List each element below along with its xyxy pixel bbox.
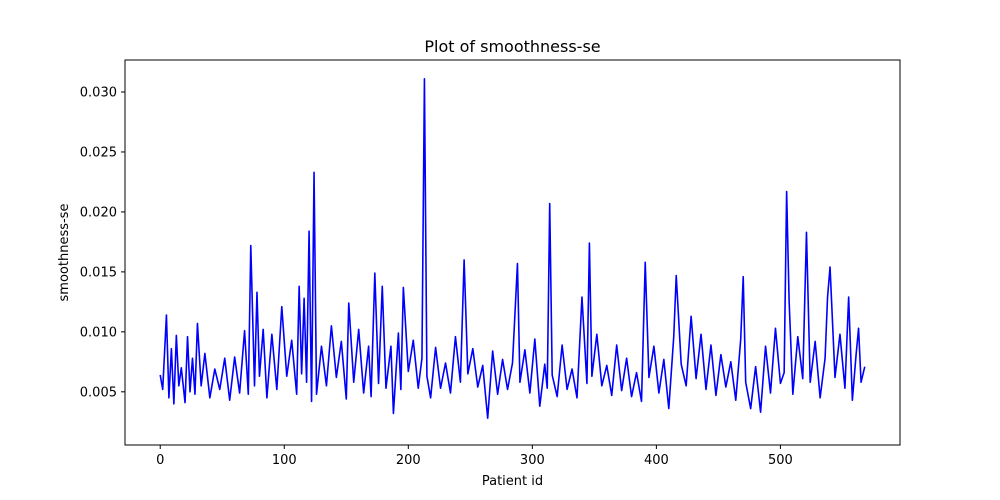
y-tick-label: 0.015	[80, 265, 117, 280]
plot-frame	[124, 59, 901, 446]
x-tick-label: 0	[156, 453, 164, 468]
x-tick-label: 300	[520, 453, 545, 468]
x-tick-label: 400	[644, 453, 669, 468]
series-line-0	[159, 78, 866, 420]
x-tick-label: 500	[768, 453, 793, 468]
y-tick-label: 0.025	[80, 145, 117, 160]
y-tick-label: 0.030	[80, 86, 117, 101]
y-axis-ticks: 0.005 0.010 0.015 0.020 0.025 0.030	[80, 86, 125, 400]
y-tick-label: 0.010	[80, 325, 117, 340]
chart-title: Plot of smoothness-se	[424, 37, 600, 56]
y-tick-label: 0.005	[80, 385, 117, 400]
plot-area	[159, 78, 866, 420]
x-axis-label: Patient id	[482, 474, 543, 489]
x-tick-label: 200	[396, 453, 421, 468]
x-axis-ticks: 0 100 200 300 400 500	[156, 445, 793, 468]
y-tick-label: 0.020	[80, 205, 117, 220]
x-tick-label: 100	[272, 453, 297, 468]
y-axis-label: smoothness-se	[57, 204, 72, 302]
